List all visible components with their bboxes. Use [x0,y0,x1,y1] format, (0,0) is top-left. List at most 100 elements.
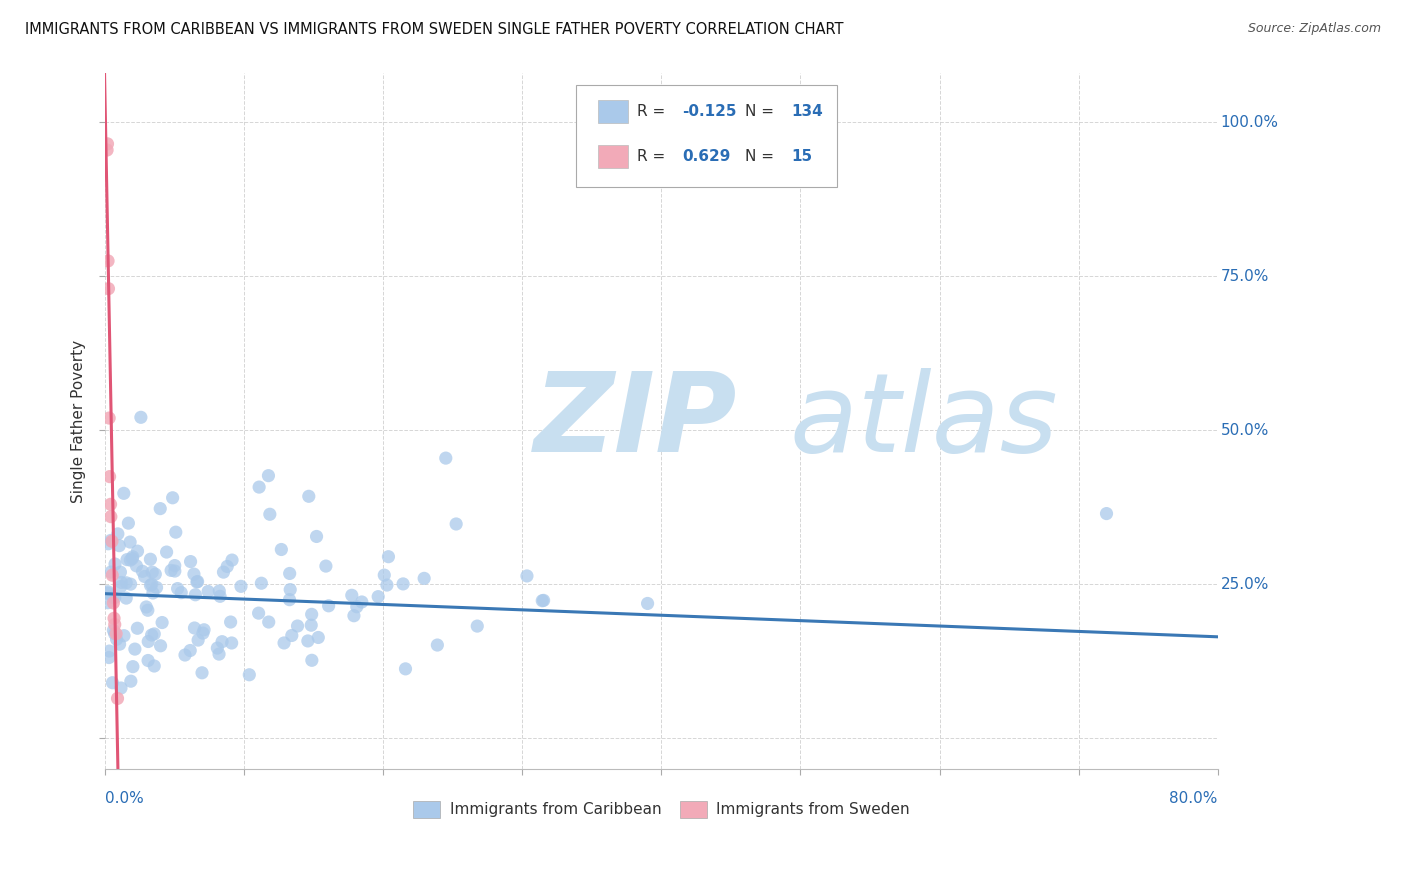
Point [101,568,124,582]
Point [165,525,187,540]
Point [101,675,124,690]
Point [97,586,120,600]
Point [318,599,340,613]
Point [105,626,128,640]
Point [149,639,172,653]
Point [250,576,273,591]
Point [179,643,201,657]
Point [117,516,139,530]
Point [143,627,166,641]
Point [217,559,239,574]
Point [110,681,132,695]
Point [377,549,399,564]
Point [186,574,208,589]
Point [278,566,301,581]
Text: IMMIGRANTS FROM CARIBBEAN VS IMMIGRANTS FROM SWEDEN SINGLE FATHER POVERTY CORREL: IMMIGRANTS FROM CARIBBEAN VS IMMIGRANTS … [25,22,844,37]
Point [97,282,120,296]
Point [120,674,142,689]
Point [127,621,149,635]
Point [221,636,243,650]
Point [259,508,281,522]
Point [163,558,186,573]
Point [211,634,233,648]
Point [238,667,260,681]
Point [531,593,554,607]
Point [307,631,329,645]
Point [112,629,135,643]
Point [208,647,231,661]
Point [115,575,138,590]
Point [155,545,177,559]
Point [219,615,242,629]
Point [305,529,328,543]
Point [163,564,186,578]
Point [98,411,121,425]
Point [637,597,659,611]
Point [373,568,395,582]
Point [170,585,193,599]
Point [103,596,125,610]
Point [207,641,229,656]
Point [1095,507,1118,521]
Point [110,575,132,590]
Point [394,662,416,676]
Point [125,558,148,573]
Point [301,607,323,622]
Point [124,642,146,657]
Point [97,596,120,610]
Point [120,577,142,591]
Point [516,569,538,583]
Point [298,489,321,503]
Point [121,551,143,566]
Point [301,653,323,667]
Point [413,571,436,585]
Point [108,637,131,651]
Point [247,606,270,620]
Point [97,537,120,551]
Point [229,579,252,593]
Point [247,480,270,494]
Point [208,584,231,599]
Point [297,634,319,648]
Point [270,542,292,557]
Point [299,618,322,632]
Point [110,565,132,579]
Legend: Immigrants from Caribbean, Immigrants from Sweden: Immigrants from Caribbean, Immigrants fr… [406,795,915,824]
Point [134,569,156,583]
Point [139,578,162,592]
Point [112,486,135,500]
Point [104,591,127,605]
Point [257,468,280,483]
Point [129,410,152,425]
Point [315,559,337,574]
Point [127,544,149,558]
Point [107,527,129,541]
Point [136,653,159,667]
Point [221,553,243,567]
Text: 25.0%: 25.0% [1220,577,1270,592]
Point [115,591,138,606]
Point [101,534,124,549]
Point [183,621,205,635]
Point [139,552,162,566]
Point [98,650,121,665]
Point [141,628,163,642]
Point [131,564,153,578]
Point [209,590,232,604]
Point [426,638,449,652]
Point [103,611,125,625]
Point [193,623,215,637]
Point [187,574,209,589]
Point [98,469,121,483]
Point [281,628,304,642]
Point [143,567,166,582]
Point [142,586,165,600]
Point [166,582,188,596]
Point [103,624,125,638]
Text: 100.0%: 100.0% [1220,115,1278,129]
Text: 15: 15 [792,149,813,163]
Point [104,617,127,632]
Point [278,592,301,607]
Point [257,615,280,629]
Point [346,599,368,614]
